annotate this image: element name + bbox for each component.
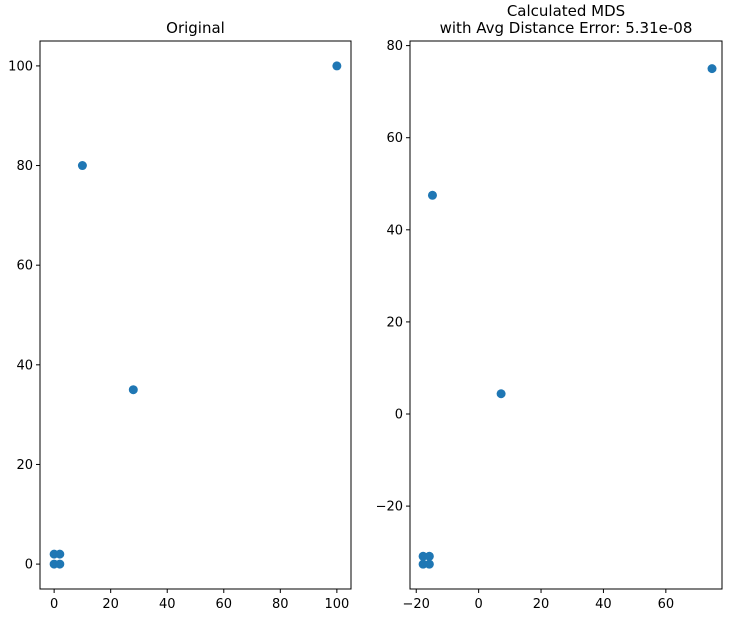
mds-y-tick-label: −20	[376, 500, 403, 515]
mds-data-point	[418, 551, 428, 561]
mds-y-tick-label: 60	[386, 131, 403, 146]
original-chart-title: Original	[166, 19, 225, 37]
mds-y-tick-label: 20	[386, 315, 403, 330]
original-data-point	[55, 549, 65, 559]
mds-data-point	[424, 559, 434, 569]
original-data-point	[332, 61, 342, 71]
original-data-point	[128, 385, 138, 395]
mds-x-tick-label: 0	[474, 597, 482, 612]
mds-x-tick-label: 40	[595, 597, 612, 612]
mds-chart-title: Calculated MDS with Avg Distance Error: 5…	[440, 2, 693, 37]
original-axes-frame	[39, 40, 352, 590]
original-x-tick-label: 20	[102, 597, 119, 612]
mds-scatter-panel: Calculated MDS with Avg Distance Error: 5…	[376, 2, 723, 612]
original-y-tick-label: 40	[16, 358, 33, 373]
mds-data-point	[418, 559, 428, 569]
original-y-tick-label: 100	[8, 59, 33, 74]
mds-data-point	[496, 389, 506, 399]
mds-y-tick-label: 0	[395, 408, 403, 423]
mds-data-point	[427, 190, 437, 200]
original-x-tick-label: 60	[215, 597, 232, 612]
original-y-tick-label: 60	[16, 259, 33, 274]
original-y-tick-label: 0	[25, 558, 33, 573]
mds-x-tick-label: 60	[658, 597, 675, 612]
mds-y-tick-label: 40	[386, 223, 403, 238]
mds-axes-frame	[409, 40, 723, 590]
original-x-tick-label: 80	[272, 597, 289, 612]
original-y-tick-label: 80	[16, 159, 33, 174]
mds-data-point	[424, 551, 434, 561]
mds-x-tick-label: 20	[533, 597, 550, 612]
original-x-tick-label: 100	[324, 597, 349, 612]
original-scatter-panel: Original 0 20 40 60 80 100 0 20 40 60 80 100	[8, 19, 352, 612]
mds-y-tick-label: 80	[386, 39, 403, 54]
original-data-point	[55, 559, 65, 569]
original-y-tick-label: 20	[16, 458, 33, 473]
original-x-tick-label: 40	[159, 597, 176, 612]
mds-x-tick-label: −20	[403, 597, 430, 612]
original-data-point	[77, 161, 87, 171]
mds-data-point	[707, 64, 717, 74]
original-x-tick-label: 0	[50, 597, 58, 612]
